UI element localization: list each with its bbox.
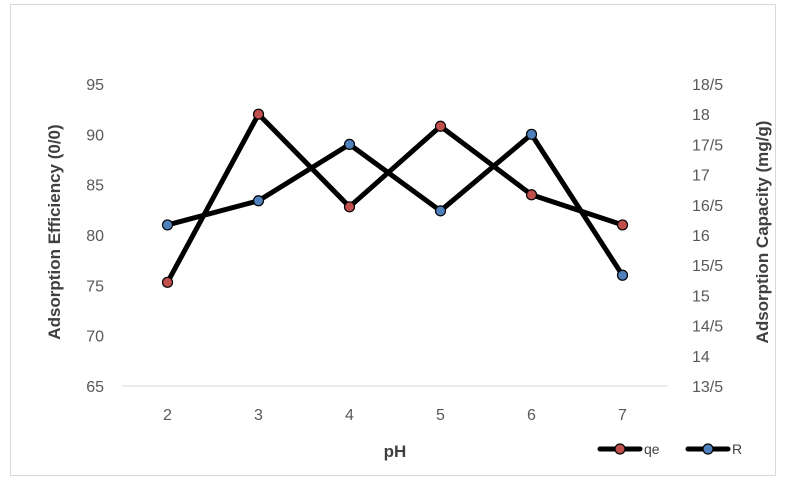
right-tick-label: 14 xyxy=(692,349,710,366)
right-tick-label: 17 xyxy=(692,168,710,185)
left-axis-title: Adsorption Efficiency (0/0) xyxy=(45,124,64,339)
x-tick-label: 5 xyxy=(436,407,445,424)
data-point-qe xyxy=(343,201,356,213)
legend-label-r: R xyxy=(732,441,742,457)
left-tick-label: 90 xyxy=(86,127,104,144)
left-tick-label: 80 xyxy=(86,228,104,245)
left-axis-ticks: 65 70 75 80 85 90 95 xyxy=(86,77,104,396)
data-point-r xyxy=(252,195,265,207)
right-tick-label: 14/5 xyxy=(692,319,723,336)
legend: qe R xyxy=(597,441,742,457)
data-point-r xyxy=(343,138,356,150)
data-point-qe xyxy=(616,219,629,231)
right-axis-ticks: 13/5 14 14/5 15 15/5 16 16/5 17 17/5 18 18/5 xyxy=(692,77,723,396)
legend-marker-r xyxy=(702,443,714,455)
data-point-qe xyxy=(161,276,174,288)
x-tick-label: 4 xyxy=(345,407,354,424)
legend-label-qe: qe xyxy=(644,441,660,457)
chart-frame xyxy=(10,4,776,476)
left-tick-label: 65 xyxy=(86,379,104,396)
left-tick-label: 85 xyxy=(86,178,104,195)
right-tick-label: 18/5 xyxy=(692,77,723,94)
right-tick-label: 16/5 xyxy=(692,198,723,215)
x-axis-title: pH xyxy=(384,442,407,461)
series-layer xyxy=(161,108,629,288)
x-tick-label: 3 xyxy=(254,407,263,424)
data-point-qe xyxy=(434,120,447,132)
x-tick-label: 6 xyxy=(527,407,536,424)
data-point-r xyxy=(161,219,174,231)
right-tick-label: 18 xyxy=(692,107,710,124)
data-point-r xyxy=(434,205,447,217)
left-tick-label: 95 xyxy=(86,77,104,94)
x-tick-label: 2 xyxy=(163,407,172,424)
legend-marker-qe xyxy=(614,443,626,455)
data-point-r xyxy=(616,269,629,281)
series-line-qe xyxy=(165,111,625,285)
right-tick-label: 15/5 xyxy=(692,258,723,275)
data-point-qe xyxy=(252,108,265,120)
data-point-r xyxy=(525,128,538,140)
data-point-qe xyxy=(525,189,538,201)
right-tick-label: 13/5 xyxy=(692,379,723,396)
right-tick-label: 15 xyxy=(692,288,710,305)
left-tick-label: 75 xyxy=(86,278,104,295)
right-axis-title: Adsorption Capacity (mg/g) xyxy=(753,121,772,344)
left-tick-label: 70 xyxy=(86,329,104,346)
series-line-r xyxy=(165,131,625,278)
x-axis-ticks: 2 3 4 5 6 7 xyxy=(163,407,627,424)
right-tick-label: 17/5 xyxy=(692,137,723,154)
x-tick-label: 7 xyxy=(618,407,627,424)
right-tick-label: 16 xyxy=(692,228,710,245)
